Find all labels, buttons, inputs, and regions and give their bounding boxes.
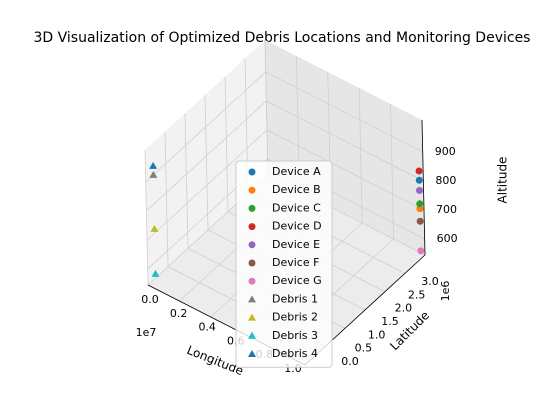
z-axis-label: Altitude	[496, 157, 510, 204]
x-tick-label: 0.0	[141, 293, 159, 306]
point	[150, 224, 159, 232]
y-tick-label: 2.5	[408, 288, 426, 301]
grid-line	[164, 131, 169, 267]
grid-line	[266, 129, 425, 211]
y-tick-label: 2.0	[395, 302, 413, 315]
legend-marker	[248, 313, 256, 321]
legend-marker	[248, 204, 256, 212]
y-tick-label: 0.0	[341, 355, 359, 368]
grid-line	[358, 87, 363, 224]
z-axis-line	[421, 119, 426, 256]
back-pane	[265, 40, 425, 255]
point	[416, 217, 424, 225]
x-tick-label: 0.4	[198, 321, 216, 334]
grid-line	[264, 39, 269, 176]
z-tick-label: 700	[436, 203, 457, 216]
legend-marker	[248, 277, 256, 285]
point	[151, 269, 160, 277]
z-tick-label: 800	[435, 174, 456, 187]
y-tick-label: 1.0	[368, 328, 386, 341]
legend-marker	[248, 223, 256, 231]
legend-label: Debris 4	[272, 347, 318, 360]
legend-marker	[248, 331, 256, 339]
legend-label: Device G	[272, 274, 322, 287]
legend-marker	[248, 259, 256, 267]
grid-line	[265, 71, 423, 153]
legend-marker	[248, 186, 256, 194]
point	[416, 200, 424, 208]
legend-label: Debris 3	[272, 329, 318, 342]
x-tick-label: 0.2	[170, 307, 188, 320]
legend-label: Device A	[272, 165, 321, 178]
legend-label: Device B	[272, 183, 321, 196]
grid-line	[390, 103, 394, 240]
point	[415, 176, 423, 184]
legend-label: Debris 2	[272, 311, 318, 324]
chart-title: 3D Visualization of Optimized Debris Loc…	[34, 30, 531, 46]
point	[149, 170, 158, 178]
grid-line	[266, 100, 424, 182]
legend-box	[235, 160, 333, 368]
x-offset-label: 1e7	[136, 326, 157, 339]
point	[416, 205, 424, 213]
z-tick-label: 600	[437, 232, 458, 245]
legend-label: Device D	[272, 220, 322, 233]
legend-label: Debris 1	[272, 292, 318, 305]
z-tick-label: 900	[435, 145, 456, 158]
point	[149, 161, 158, 169]
y-tick-label: 3.0	[421, 275, 439, 288]
legend: Device A Device B Device C Device D Device E…	[235, 160, 333, 368]
grid-line	[204, 94, 209, 231]
legend-label: Device E	[272, 238, 320, 251]
y-offset-label: 1e6	[439, 281, 452, 302]
grid-line	[146, 100, 267, 212]
grid-line	[184, 113, 189, 249]
legend-marker	[248, 350, 256, 357]
point	[415, 167, 423, 175]
legend-marker	[248, 295, 256, 303]
grid-line	[144, 149, 149, 286]
grid-line	[146, 129, 268, 241]
grid-line	[224, 76, 229, 212]
legend-marker	[248, 168, 256, 176]
legend-label: Device F	[272, 256, 319, 269]
legend-marker	[248, 241, 256, 249]
grid-line	[145, 71, 266, 183]
y-tick-label: 1.5	[381, 315, 399, 328]
point	[415, 186, 423, 194]
y-tick-label: 0.5	[355, 342, 373, 355]
point	[417, 247, 425, 255]
legend-label: Device C	[272, 201, 321, 214]
